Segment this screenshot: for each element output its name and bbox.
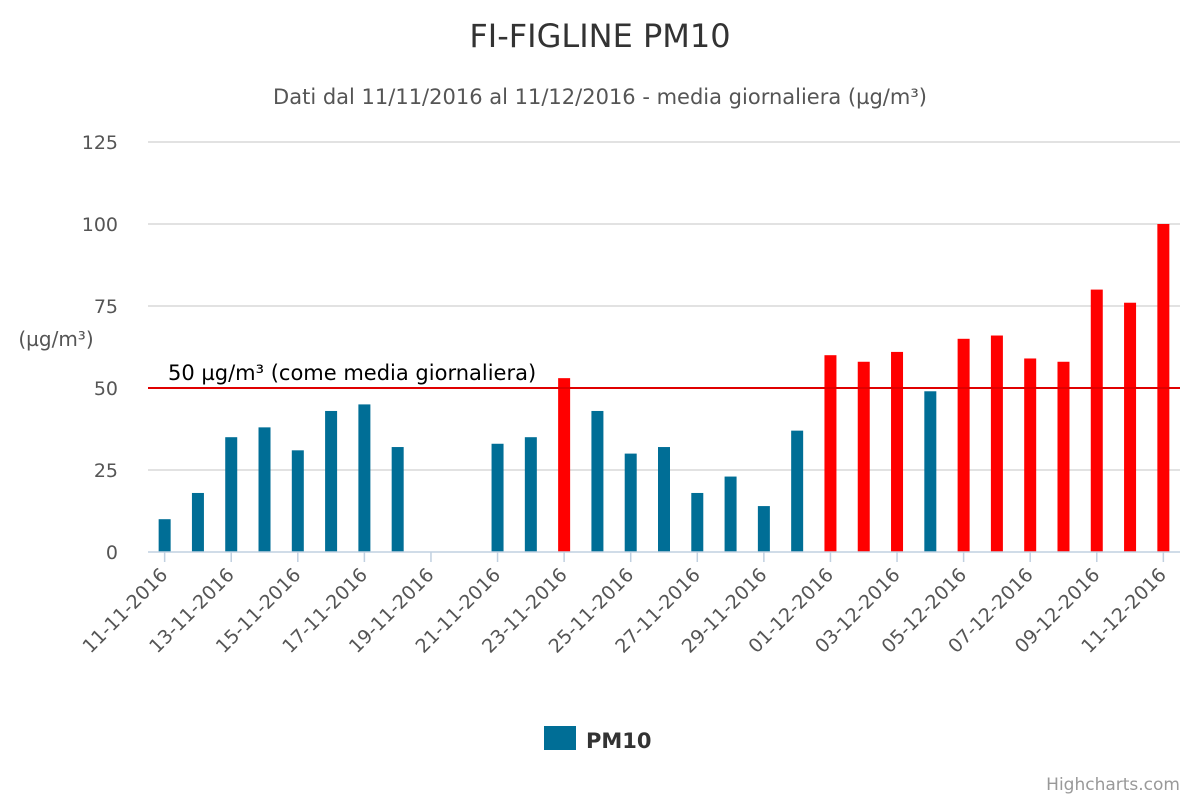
chart-subtitle: Dati dal 11/11/2016 al 11/12/2016 - medi… <box>273 85 927 109</box>
bar[interactable] <box>924 391 937 552</box>
bar[interactable] <box>491 443 504 552</box>
legend[interactable]: PM10 <box>544 726 652 753</box>
y-axis-title: (µg/m³) <box>18 327 93 351</box>
bar[interactable] <box>724 476 737 552</box>
bar[interactable] <box>158 519 171 552</box>
bar[interactable] <box>1090 289 1103 552</box>
bars <box>158 224 1170 552</box>
credits[interactable]: Highcharts.com <box>1046 775 1180 795</box>
threshold-label: 50 µg/m³ (come media giornaliera) <box>168 361 536 385</box>
bar[interactable] <box>757 506 770 552</box>
y-tick-label: 75 <box>94 296 118 318</box>
bar[interactable] <box>591 410 604 552</box>
bar[interactable] <box>225 437 238 552</box>
bar[interactable] <box>524 437 537 552</box>
x-axis: 11-11-201613-11-201615-11-201617-11-2016… <box>79 551 1180 658</box>
bar[interactable] <box>258 427 271 552</box>
bar[interactable] <box>791 430 804 552</box>
bar[interactable] <box>291 450 304 552</box>
bar[interactable] <box>857 361 870 552</box>
bar[interactable] <box>691 492 704 552</box>
bar[interactable] <box>824 355 837 552</box>
bar[interactable] <box>990 335 1003 552</box>
y-tick-label: 50 <box>94 378 118 400</box>
bar[interactable] <box>558 378 571 552</box>
legend-label[interactable]: PM10 <box>586 729 652 753</box>
bar[interactable] <box>358 404 371 552</box>
bar[interactable] <box>957 338 970 552</box>
y-tick-label: 25 <box>94 460 118 482</box>
y-tick-label: 100 <box>82 214 118 236</box>
y-axis-ticks: 0 25 50 75 100 125 <box>82 132 118 564</box>
legend-swatch[interactable] <box>544 726 576 750</box>
bar[interactable] <box>1057 361 1070 552</box>
bar[interactable] <box>1024 358 1037 552</box>
chart-title: FI-FIGLINE PM10 <box>469 17 730 55</box>
bar[interactable] <box>1124 302 1137 552</box>
bar[interactable] <box>325 410 338 552</box>
threshold: 50 µg/m³ (come media giornaliera) <box>148 361 1180 389</box>
y-tick-label: 0 <box>106 542 118 564</box>
bar[interactable] <box>891 351 904 552</box>
bar[interactable] <box>191 492 204 552</box>
bar[interactable] <box>658 447 670 552</box>
bar[interactable] <box>624 453 637 552</box>
bar[interactable] <box>391 447 404 552</box>
y-tick-label: 125 <box>82 132 118 154</box>
